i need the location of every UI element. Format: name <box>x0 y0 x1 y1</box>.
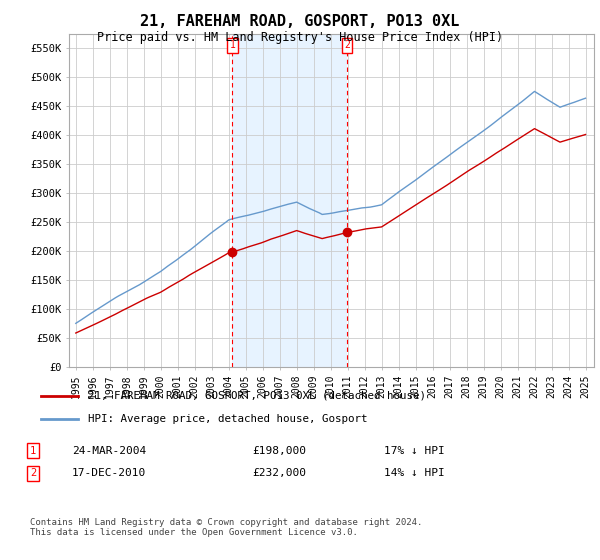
Text: 17% ↓ HPI: 17% ↓ HPI <box>384 446 445 456</box>
Text: Price paid vs. HM Land Registry's House Price Index (HPI): Price paid vs. HM Land Registry's House … <box>97 31 503 44</box>
Text: 1: 1 <box>30 446 36 456</box>
Text: 1: 1 <box>230 40 235 50</box>
Text: £232,000: £232,000 <box>252 468 306 478</box>
Text: HPI: Average price, detached house, Gosport: HPI: Average price, detached house, Gosp… <box>88 414 368 424</box>
Bar <box>232 34 347 367</box>
Text: 2: 2 <box>30 468 36 478</box>
Text: 24-MAR-2004: 24-MAR-2004 <box>72 446 146 456</box>
Text: 21, FAREHAM ROAD, GOSPORT, PO13 0XL: 21, FAREHAM ROAD, GOSPORT, PO13 0XL <box>140 14 460 29</box>
Text: £198,000: £198,000 <box>252 446 306 456</box>
Text: Contains HM Land Registry data © Crown copyright and database right 2024.
This d: Contains HM Land Registry data © Crown c… <box>30 518 422 538</box>
Text: 14% ↓ HPI: 14% ↓ HPI <box>384 468 445 478</box>
Text: 17-DEC-2010: 17-DEC-2010 <box>72 468 146 478</box>
Text: 21, FAREHAM ROAD, GOSPORT, PO13 0XL (detached house): 21, FAREHAM ROAD, GOSPORT, PO13 0XL (det… <box>88 391 426 401</box>
Text: 2: 2 <box>344 40 350 50</box>
